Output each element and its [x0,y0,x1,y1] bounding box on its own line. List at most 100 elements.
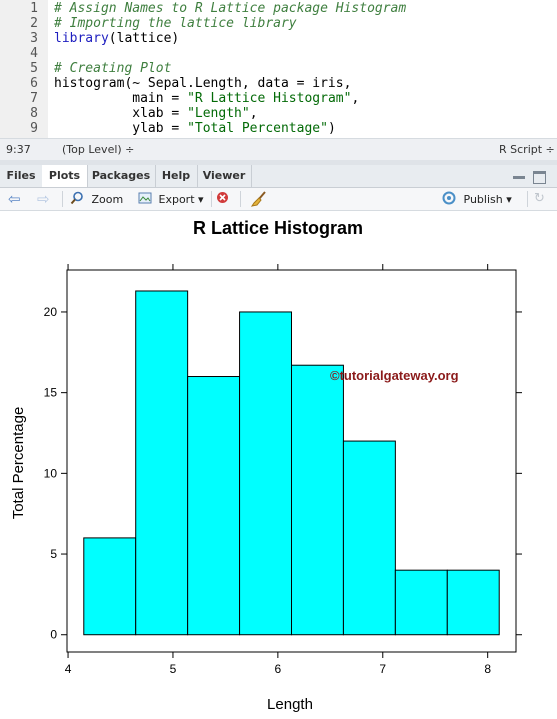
file-type-selector[interactable]: R Script ÷ [499,143,555,156]
code-line: 6 histogram(~ Sepal.Length, data = iris, [0,76,557,91]
line-number: 7 [30,91,38,106]
code-line: 2 # Importing the lattice library [0,16,557,31]
code-token: library [54,31,109,46]
histogram-bar [187,376,241,636]
export-label: Export ▾ [158,193,204,206]
watermark-text: ©tutorialgateway.org [330,368,459,383]
x-tick-label: 4 [65,662,72,676]
tab-files[interactable]: Files [0,165,43,187]
code-editor[interactable]: 1 # Assign Names to R Lattice package His… [0,0,557,139]
plot-viewer: R Lattice Histogram 4 5 6 7 8 0 5 10 15 20 Length… [0,211,557,715]
plot-panel-border [66,269,517,653]
code-text: main = "R Lattice Histogram", [54,91,359,106]
tab-viewer[interactable]: Viewer [197,165,252,187]
x-tick-label: 8 [484,662,491,676]
code-line: 5 # Creating Plot [0,61,557,76]
code-text: # Importing the lattice library [54,16,297,31]
forward-arrow-icon[interactable]: ⇨ [37,190,50,208]
line-number: 4 [30,46,38,61]
code-text: # Creating Plot [54,61,171,76]
histogram-bar [446,569,500,636]
y-axis-label: Total Percentage [10,407,27,520]
x-tick-label: 7 [379,662,386,676]
zoom-button[interactable]: Zoom [70,191,123,207]
line-number: 5 [30,61,38,76]
pane-splitter[interactable] [0,160,557,165]
line-number-gutter [0,0,48,138]
histogram-chart: R Lattice Histogram 4 5 6 7 8 0 5 10 15 20 Length… [10,218,522,713]
line-number: 1 [30,1,38,16]
cursor-position: 9:37 [6,143,31,156]
publish-icon [442,191,456,205]
line-number: 8 [30,106,38,121]
minimize-pane-icon[interactable] [513,176,525,179]
code-text: histogram(~ Sepal.Length, data = iris, [54,76,351,91]
magnifier-icon [70,191,83,205]
x-axis-label: Length [267,696,313,713]
x-tick-label: 5 [170,662,177,676]
code-token: # Assign Names to R Lattice package Hist… [54,1,407,16]
publish-label: Publish ▾ [463,193,512,206]
back-arrow-icon[interactable]: ⇦ [8,190,21,208]
code-token: , [249,106,258,121]
scope-selector[interactable]: (Top Level) ÷ [62,143,135,156]
histogram-bar [342,440,396,636]
histogram-bar [394,569,448,636]
code-token: "Length" [187,106,250,121]
code-token: # Importing the lattice library [54,16,297,31]
code-token: , [351,91,360,106]
code-line: 7 main = "R Lattice Histogram", [0,91,557,106]
line-number: 6 [30,76,38,91]
toolbar-divider [527,191,528,207]
clear-plots-button[interactable] [250,191,267,207]
code-token: # Creating Plot [54,61,172,76]
chart-title: R Lattice Histogram [193,218,363,238]
code-token: "Total Percentage" [187,121,328,136]
code-text: ylab = "Total Percentage") [54,121,336,136]
zoom-label: Zoom [91,193,124,206]
line-number: 2 [30,16,38,31]
pane-tabs: Files Plots Packages Help Viewer [0,165,557,188]
code-token: ylab = [54,121,188,136]
tab-help[interactable]: Help [155,165,198,187]
refresh-icon[interactable]: ↻ [534,191,545,206]
code-token: histogram(~ Sepal.Length, data = iris, [54,76,352,91]
export-image-icon [138,192,152,204]
code-token: "R Lattice Histogram" [187,91,352,106]
toolbar-divider [211,191,212,207]
histogram-bar [239,311,292,636]
export-button[interactable]: Export ▾ [138,191,204,207]
code-token: xlab = [54,106,188,121]
publish-button[interactable]: Publish ▾ [441,191,512,207]
histogram-bar [135,290,189,636]
code-token: ) [327,121,336,136]
remove-plot-button[interactable] [216,191,229,207]
maximize-pane-icon[interactable] [533,171,546,184]
tab-packages[interactable]: Packages [87,165,156,187]
line-number: 9 [30,121,38,136]
code-text: # Assign Names to R Lattice package Hist… [54,1,406,16]
code-text: library(lattice) [54,31,179,46]
broom-icon [250,191,266,207]
code-text: xlab = "Length", [54,106,258,121]
code-line: 9 ylab = "Total Percentage") [0,121,557,136]
histogram-bar [291,364,344,636]
tab-plots[interactable]: Plots [42,165,88,187]
x-tick-label: 6 [275,662,282,676]
plots-toolbar: ⇦ ⇨ Zoom Export ▾ Publish ▾ ↻ [0,188,557,211]
y-tick-label: 15 [44,386,58,400]
histogram-bar [83,537,137,636]
code-line: 3 library(lattice) [0,31,557,46]
code-token: (lattice) [108,31,180,46]
toolbar-divider [240,191,241,207]
remove-circle-icon [217,192,228,203]
line-number: 3 [30,31,38,46]
y-tick-label: 5 [50,547,57,561]
code-line: 1 # Assign Names to R Lattice package His… [0,1,557,16]
y-tick-label: 10 [44,466,58,480]
code-token: main = [54,91,188,106]
editor-status-bar: 9:37 (Top Level) ÷ R Script ÷ [0,138,557,161]
code-line: 8 xlab = "Length", [0,106,557,121]
y-tick-label: 0 [50,628,57,642]
toolbar-divider [62,191,63,207]
